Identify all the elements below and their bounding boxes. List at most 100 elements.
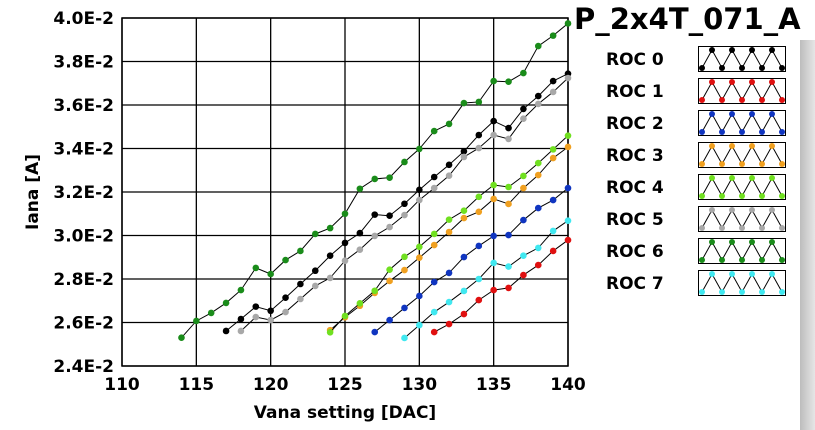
legend-swatch: [698, 46, 786, 72]
x-tick-label: 130: [402, 375, 438, 395]
y-tick-label: 2.8E-2: [53, 270, 114, 290]
data-point: [564, 236, 572, 244]
data-point: [549, 32, 557, 39]
x-tick-label: 115: [179, 375, 215, 395]
data-point: [311, 230, 319, 238]
data-point: [505, 183, 512, 191]
legend-swatch-icon: [699, 271, 785, 295]
data-point: [564, 20, 572, 27]
data-point: [505, 284, 512, 292]
legend-item: ROC 0: [594, 44, 794, 76]
data-point: [267, 316, 274, 324]
data-point: [534, 204, 542, 212]
data-point: [534, 42, 542, 50]
data-point: [445, 120, 453, 128]
x-axis-label: Vana setting [DAC]: [254, 403, 436, 423]
data-point: [505, 231, 512, 239]
data-point: [490, 195, 497, 203]
data-point: [297, 247, 304, 255]
data-point: [371, 232, 379, 240]
data-point: [520, 69, 527, 77]
data-point: [534, 100, 542, 108]
data-point: [282, 294, 289, 302]
data-point: [534, 92, 542, 100]
x-tick-label: 125: [327, 375, 363, 395]
series-roc-2: [371, 184, 572, 336]
data-point: [475, 296, 483, 304]
y-tick-label: 2.4E-2: [53, 357, 114, 377]
data-point: [401, 158, 408, 166]
data-point: [505, 124, 512, 132]
data-point: [401, 211, 408, 219]
data-point: [282, 256, 289, 264]
legend-scrollbar[interactable]: [800, 40, 815, 430]
legend-swatch: [698, 238, 786, 264]
y-axis-label: Iana [A]: [23, 154, 43, 230]
data-point: [416, 145, 423, 153]
legend-item: ROC 2: [594, 108, 794, 140]
data-point: [475, 242, 483, 250]
data-point: [356, 229, 364, 237]
data-point: [564, 132, 572, 139]
data-point: [416, 292, 423, 300]
data-point: [460, 214, 468, 222]
data-point: [520, 216, 527, 224]
data-point: [505, 200, 512, 208]
data-point: [445, 161, 453, 169]
data-point: [401, 266, 408, 274]
series-roc-0: [222, 70, 572, 335]
data-point: [326, 224, 334, 232]
data-point: [534, 171, 542, 179]
data-point: [460, 148, 468, 155]
data-point: [490, 181, 497, 189]
data-point: [549, 227, 557, 235]
data-point: [193, 317, 200, 325]
data-point: [237, 327, 245, 335]
data-point: [386, 316, 393, 324]
data-point: [475, 275, 483, 283]
data-point: [386, 223, 393, 231]
data-point: [460, 253, 468, 261]
y-tick-label: 3.2E-2: [53, 183, 114, 203]
y-tick-label: 3.0E-2: [53, 227, 114, 247]
data-point: [267, 270, 274, 278]
legend-swatch-icon: [699, 111, 785, 135]
x-tick-label: 140: [550, 375, 586, 395]
legend-item: ROC 1: [594, 76, 794, 108]
legend-swatch-icon: [699, 175, 785, 199]
data-point: [386, 277, 393, 285]
series-roc-6: [178, 20, 572, 342]
data-point: [401, 304, 408, 312]
data-point: [326, 274, 334, 282]
data-point: [341, 239, 349, 247]
legend-label: ROC 5: [606, 210, 664, 230]
data-point: [341, 312, 349, 320]
data-point: [311, 267, 319, 275]
data-point: [252, 313, 260, 321]
series-roc-4: [326, 132, 572, 336]
data-point: [386, 212, 393, 220]
data-point: [416, 254, 423, 261]
data-point: [416, 321, 423, 329]
data-point: [252, 264, 260, 272]
data-point: [430, 184, 438, 192]
data-point: [490, 77, 497, 85]
data-point: [534, 261, 542, 269]
data-point: [475, 208, 483, 216]
data-point: [416, 243, 423, 251]
legend-label: ROC 7: [606, 274, 664, 294]
series-line: [433, 239, 569, 333]
legend-item: ROC 3: [594, 140, 794, 172]
data-point: [430, 278, 438, 286]
data-point: [549, 77, 557, 85]
data-point: [549, 146, 557, 153]
data-point: [460, 207, 468, 215]
data-point: [445, 228, 453, 236]
y-tick-label: 2.6E-2: [53, 314, 114, 334]
data-point: [430, 328, 438, 336]
data-point: [401, 334, 408, 342]
data-point: [222, 327, 230, 335]
data-point: [356, 185, 364, 193]
data-point: [341, 210, 349, 218]
